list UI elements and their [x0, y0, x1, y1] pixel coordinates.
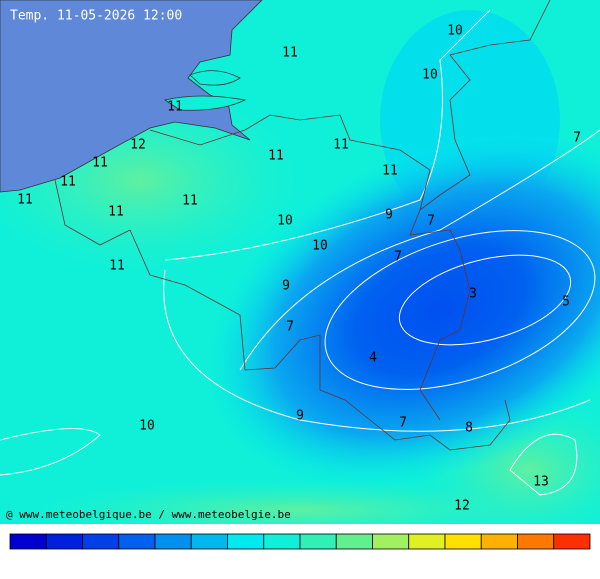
color-scale — [9, 533, 591, 550]
scale-step — [227, 533, 265, 550]
cold-area — [203, 130, 600, 490]
borders — [54, 0, 551, 451]
temperature-label: 9 — [296, 409, 304, 424]
scale-step — [118, 533, 156, 550]
temperature-label: 11 — [268, 149, 284, 164]
scale-step — [154, 533, 192, 550]
temperature-label: 10 — [312, 239, 328, 254]
temperature-label: 12 — [454, 499, 470, 514]
temperature-label: 11 — [167, 100, 183, 115]
scale-step — [263, 533, 301, 550]
temperature-label: 7 — [286, 320, 294, 335]
temperature-label: 11 — [108, 205, 124, 220]
isotherm — [0, 428, 101, 476]
scale-step — [480, 533, 518, 550]
scale-step — [335, 533, 373, 550]
scale-step — [444, 533, 482, 550]
scale-step — [190, 533, 228, 550]
scale-step — [82, 533, 120, 550]
temperature-label: 7 — [394, 250, 402, 265]
border — [54, 179, 511, 451]
temperature-label: 10 — [139, 419, 155, 434]
scale-step — [372, 533, 410, 550]
scale-step — [517, 533, 555, 550]
isotherm — [509, 433, 578, 496]
isotherm — [324, 230, 596, 390]
temperature-label: 11 — [182, 194, 198, 209]
temperature-label: 7 — [427, 214, 435, 229]
legend-area — [0, 524, 600, 575]
temperature-label: 9 — [385, 208, 393, 223]
scale-step — [408, 533, 446, 550]
scale-step — [9, 533, 47, 550]
temperature-label: 11 — [333, 138, 349, 153]
temperature-label: 11 — [109, 259, 125, 274]
scale-step — [45, 533, 83, 550]
isotherm — [398, 254, 572, 346]
isotherms — [0, 9, 600, 496]
isotherm — [164, 9, 491, 261]
island — [164, 70, 247, 111]
temperature-label: 3 — [469, 287, 477, 302]
temperature-label: 11 — [60, 175, 76, 190]
temperature-label: 4 — [369, 351, 377, 366]
border — [419, 0, 551, 211]
isotherm — [163, 269, 591, 432]
border — [149, 114, 471, 421]
temperature-label: 10 — [277, 214, 293, 229]
temperature-label: 11 — [92, 156, 108, 171]
temperature-label: 7 — [399, 416, 407, 431]
credit: @ www.meteobelgique.be / www.meteobelgie… — [6, 508, 291, 521]
temperature-label: 11 — [382, 164, 398, 179]
temperature-label: 8 — [465, 421, 473, 436]
temperature-label: 11 — [282, 46, 298, 61]
map-title: Temp. 11-05-2026 12:00 — [10, 9, 182, 24]
temperature-label: 10 — [447, 24, 463, 39]
temperature-label: 11 — [17, 193, 33, 208]
temperature-label: 10 — [422, 68, 438, 83]
temperature-label: 5 — [562, 295, 570, 310]
scale-step — [553, 533, 591, 550]
scale-step — [299, 533, 337, 550]
temperature-label: 9 — [282, 279, 290, 294]
sea — [0, 0, 263, 193]
temperature-label: 12 — [130, 138, 146, 153]
temperature-label: 7 — [573, 131, 581, 146]
temperature-label: 13 — [533, 475, 549, 490]
